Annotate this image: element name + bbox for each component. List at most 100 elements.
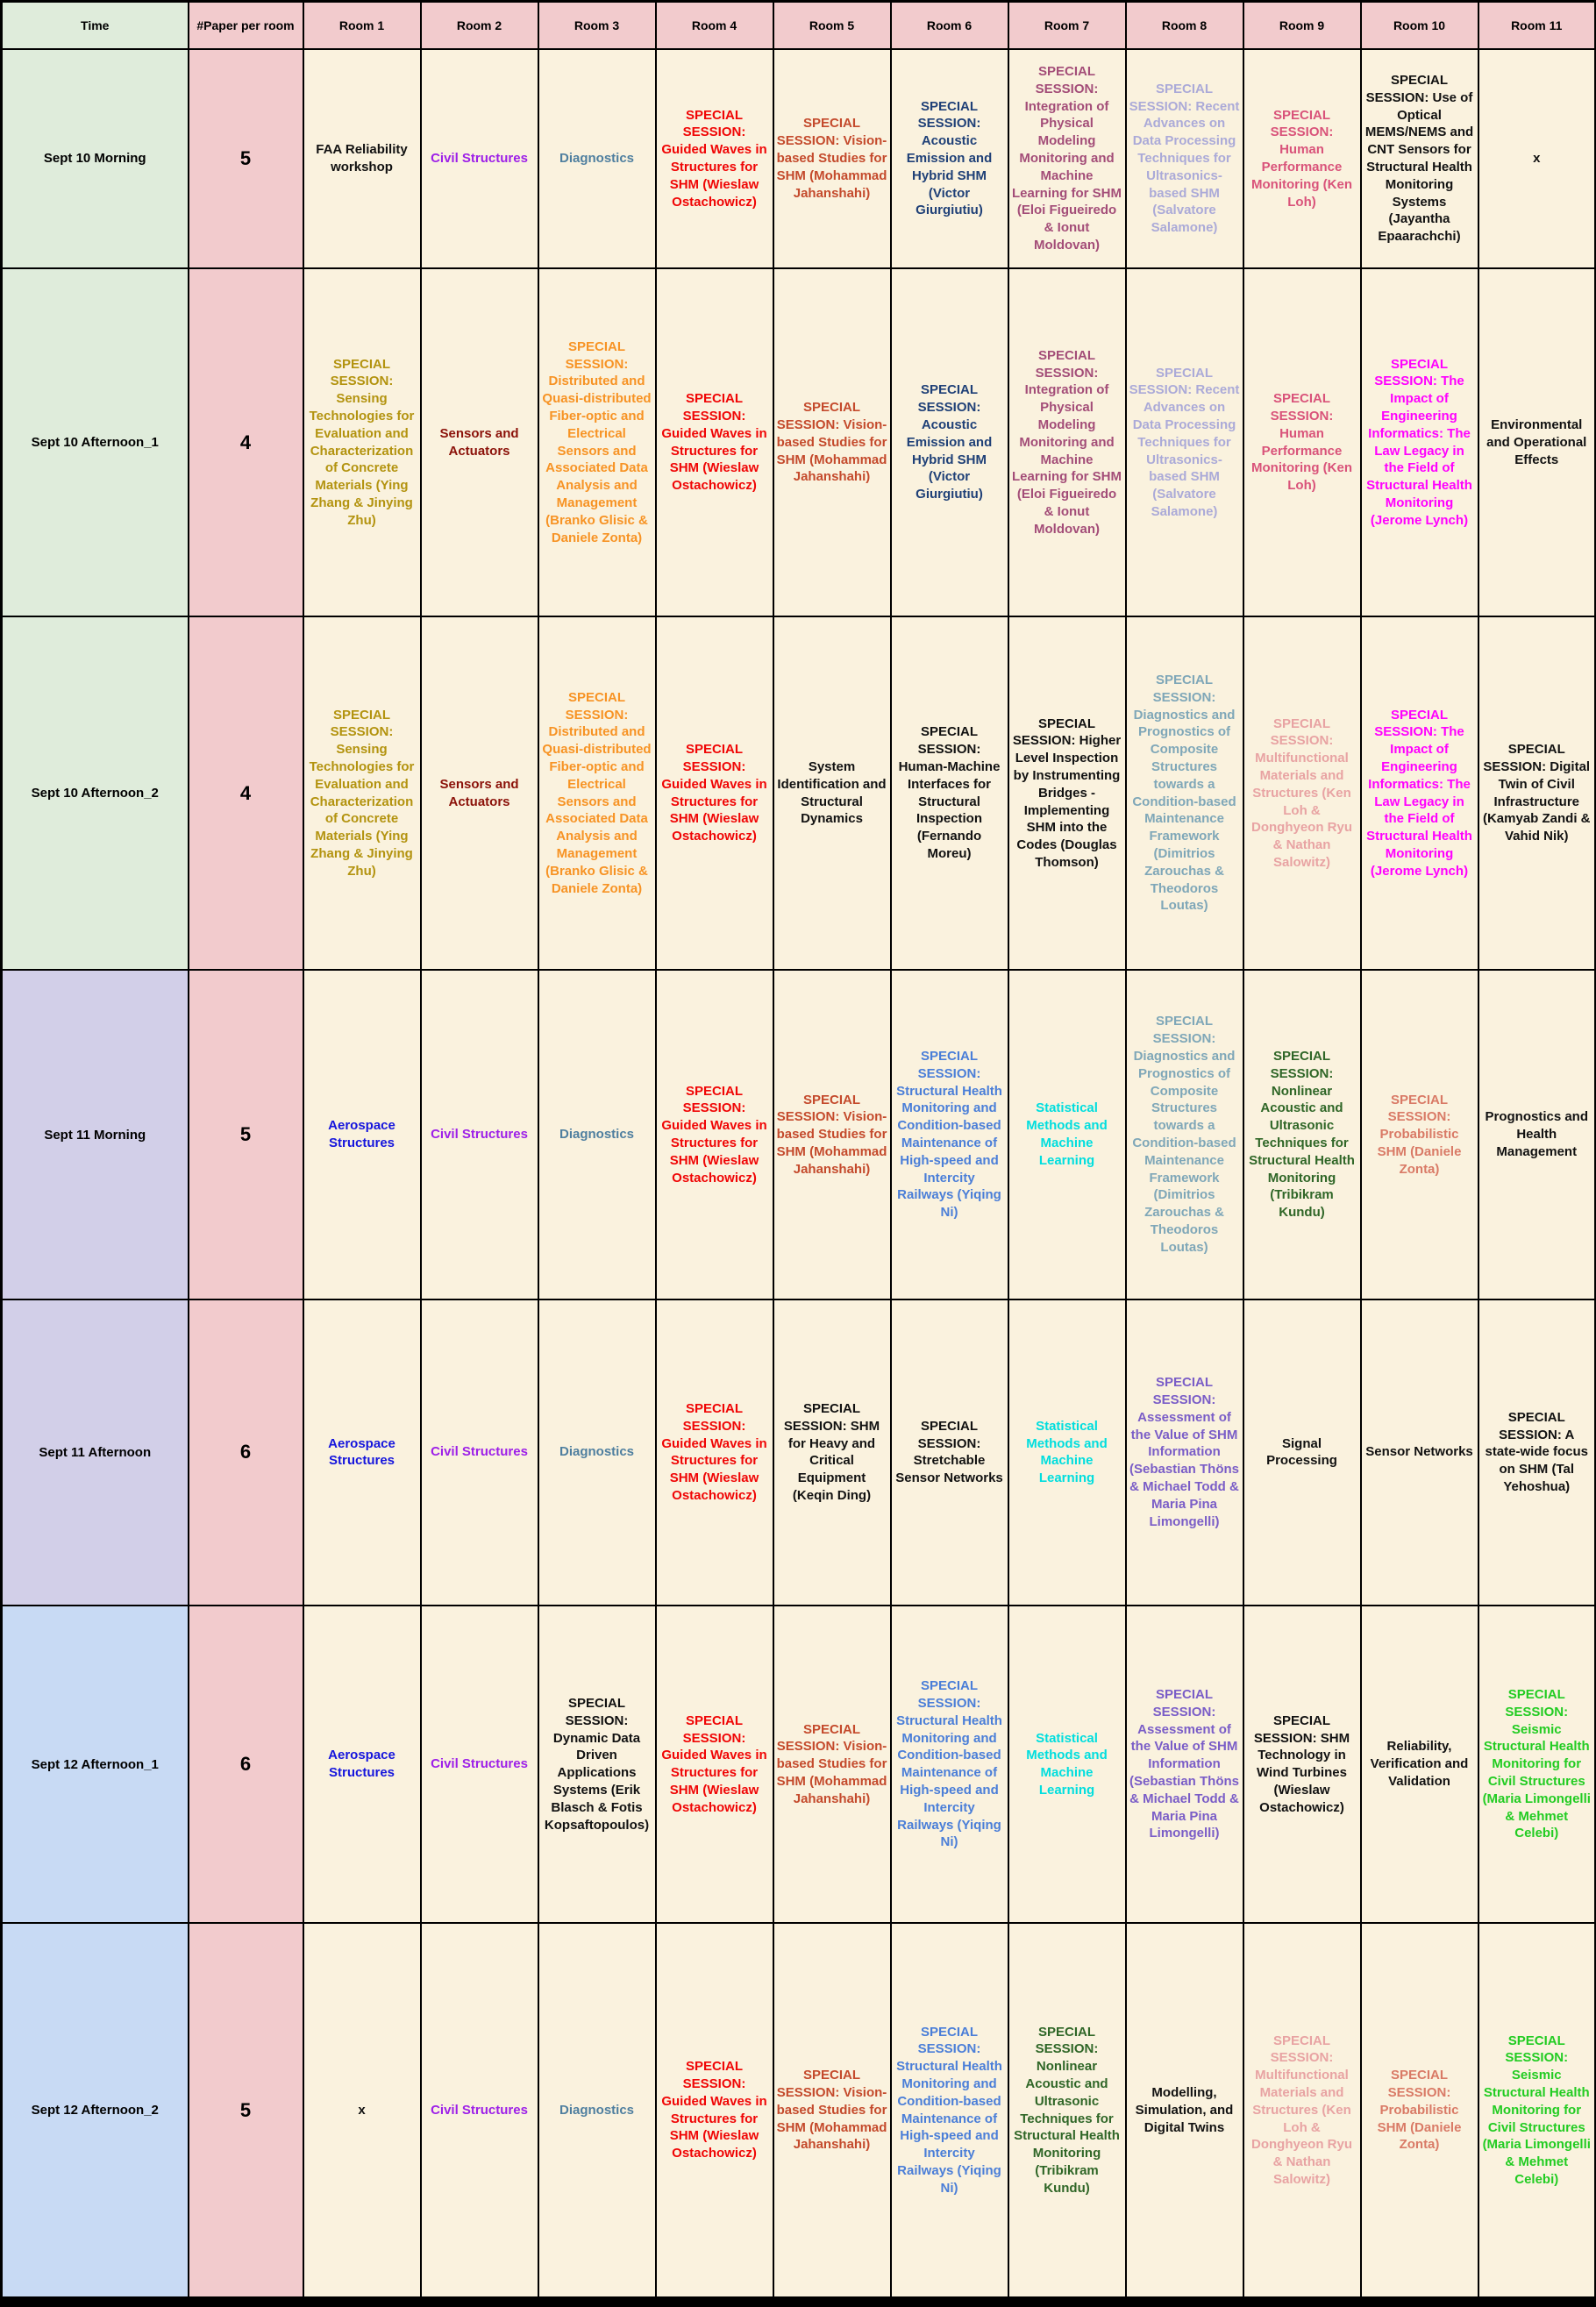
- session-cell: SPECIAL SESSION: Human-Machine Interface…: [889, 615, 1009, 972]
- session-cell: Sensors and Actuators: [419, 615, 539, 972]
- time-slot-cell: Sept 12 Afternoon_1: [0, 1605, 189, 1925]
- session-cell: SPECIAL SESSION: Multifunctional Materia…: [1242, 1922, 1362, 2303]
- session-cell: SPECIAL SESSION: The Impact of Engineeri…: [1359, 615, 1479, 972]
- session-cell: SPECIAL SESSION: Distributed and Quasi-d…: [537, 267, 657, 617]
- session-cell: Civil Structures: [419, 1298, 539, 1607]
- schedule-row: Sept 10 Morning 5 FAA Reliability workshop…: [0, 47, 1596, 270]
- session-cell: Sensor Networks: [1359, 1298, 1479, 1607]
- time-slot-cell: Sept 11 Afternoon: [0, 1298, 189, 1607]
- room-header-cell: Room 7: [1007, 0, 1127, 50]
- session-cell: Signal Processing: [1242, 1298, 1362, 1607]
- schedule-header: Time #Paper per room Room 1 Room 2 Room 3 Roo…: [0, 0, 1596, 50]
- time-slot-cell: Sept 10 Afternoon_2: [0, 615, 189, 972]
- session-cell: FAA Reliability workshop: [302, 47, 422, 270]
- session-cell: SPECIAL SESSION: Human Performance Monit…: [1242, 267, 1362, 617]
- schedule-row: Sept 12 Afternoon_1 6 Aerospace Structures…: [0, 1605, 1596, 1925]
- session-cell: SPECIAL SESSION: Vision-based Studies fo…: [772, 1605, 892, 1925]
- session-cell: Reliability, Verification and Validation: [1359, 1605, 1479, 1925]
- paper-count-cell: 4: [187, 615, 304, 972]
- session-cell: SPECIAL SESSION: Nonlinear Acoustic and …: [1242, 969, 1362, 1300]
- schedule-body: Sept 10 Morning 5 FAA Reliability workshop…: [0, 47, 1596, 2303]
- session-cell: SPECIAL SESSION: The Impact of Engineeri…: [1359, 267, 1479, 617]
- session-cell: Civil Structures: [419, 1922, 539, 2303]
- session-cell: SPECIAL SESSION: Seismic Structural Heal…: [1477, 1922, 1596, 2303]
- session-cell: SPECIAL SESSION: Dynamic Data Driven App…: [537, 1605, 657, 1925]
- session-cell: Environmental and Operational Effects: [1477, 267, 1596, 617]
- session-cell: SPECIAL SESSION: Nonlinear Acoustic and …: [1007, 1922, 1127, 2303]
- session-cell: SPECIAL SESSION: Assessment of the Value…: [1124, 1605, 1244, 1925]
- room-header-cell: Room 2: [419, 0, 539, 50]
- paper-per-room-header-cell: #Paper per room: [187, 0, 304, 50]
- session-cell: SPECIAL SESSION: Guided Waves in Structu…: [654, 1605, 774, 1925]
- session-cell: SPECIAL SESSION: A state-wide focus on S…: [1477, 1298, 1596, 1607]
- session-cell: x: [302, 1922, 422, 2303]
- session-cell: Diagnostics: [537, 1922, 657, 2303]
- session-cell: SPECIAL SESSION: Integration of Physical…: [1007, 267, 1127, 617]
- room-header-cell: Room 4: [654, 0, 774, 50]
- session-cell: SPECIAL SESSION: Acoustic Emission and H…: [889, 47, 1009, 270]
- session-cell: Civil Structures: [419, 1605, 539, 1925]
- time-slot-cell: Sept 10 Afternoon_1: [0, 267, 189, 617]
- session-cell: SPECIAL SESSION: Vision-based Studies fo…: [772, 47, 892, 270]
- session-cell: SPECIAL SESSION: Recent Advances on Data…: [1124, 267, 1244, 617]
- session-cell: SPECIAL SESSION: Sensing Technologies fo…: [302, 267, 422, 617]
- session-cell: SPECIAL SESSION: Structural Health Monit…: [889, 969, 1009, 1300]
- schedule-row: Sept 10 Afternoon_2 4 SPECIAL SESSION: Sen…: [0, 615, 1596, 972]
- session-cell: SPECIAL SESSION: Vision-based Studies fo…: [772, 267, 892, 617]
- session-cell: Statistical Methods and Machine Learning: [1007, 1298, 1127, 1607]
- session-cell: SPECIAL SESSION: Guided Waves in Structu…: [654, 1298, 774, 1607]
- session-cell: SPECIAL SESSION: Guided Waves in Structu…: [654, 615, 774, 972]
- session-cell: SPECIAL SESSION: Probabilistic SHM (Dani…: [1359, 969, 1479, 1300]
- session-cell: SPECIAL SESSION: SHM for Heavy and Criti…: [772, 1298, 892, 1607]
- session-cell: Statistical Methods and Machine Learning: [1007, 969, 1127, 1300]
- session-cell: SPECIAL SESSION: Guided Waves in Structu…: [654, 47, 774, 270]
- session-cell: SPECIAL SESSION: Acoustic Emission and H…: [889, 267, 1009, 617]
- session-cell: SPECIAL SESSION: Higher Level Inspection…: [1007, 615, 1127, 972]
- room-header-cell: Room 3: [537, 0, 657, 50]
- header-row: Time #Paper per room Room 1 Room 2 Room 3 Roo…: [0, 0, 1596, 50]
- room-header-cell: Room 10: [1359, 0, 1479, 50]
- room-header-cell: Room 11: [1477, 0, 1596, 50]
- room-header-cell: Room 9: [1242, 0, 1362, 50]
- room-header-cell: Room 5: [772, 0, 892, 50]
- session-cell: SPECIAL SESSION: Guided Waves in Structu…: [654, 969, 774, 1300]
- session-cell: x: [1477, 47, 1596, 270]
- session-cell: SPECIAL SESSION: Structural Health Monit…: [889, 1922, 1009, 2303]
- paper-count-cell: 5: [187, 1922, 304, 2303]
- session-cell: SPECIAL SESSION: Vision-based Studies fo…: [772, 1922, 892, 2303]
- session-cell: Modelling, Simulation, and Digital Twins: [1124, 1922, 1244, 2303]
- session-cell: Statistical Methods and Machine Learning: [1007, 1605, 1127, 1925]
- session-cell: Aerospace Structures: [302, 1298, 422, 1607]
- session-cell: Diagnostics: [537, 47, 657, 270]
- session-cell: SPECIAL SESSION: Stretchable Sensor Netw…: [889, 1298, 1009, 1607]
- schedule-row: Sept 10 Afternoon_1 4 SPECIAL SESSION: Sen…: [0, 267, 1596, 617]
- session-cell: Diagnostics: [537, 1298, 657, 1607]
- session-cell: Civil Structures: [419, 47, 539, 270]
- schedule-row: Sept 11 Morning 5 Aerospace Structures Civi…: [0, 969, 1596, 1300]
- session-cell: Aerospace Structures: [302, 969, 422, 1300]
- paper-count-cell: 4: [187, 267, 304, 617]
- paper-count-cell: 5: [187, 47, 304, 270]
- session-cell: SPECIAL SESSION: Recent Advances on Data…: [1124, 47, 1244, 270]
- session-cell: SPECIAL SESSION: Distributed and Quasi-d…: [537, 615, 657, 972]
- time-header-cell: Time: [0, 0, 189, 50]
- schedule-row: Sept 11 Afternoon 6 Aerospace Structures Ci…: [0, 1298, 1596, 1607]
- session-cell: SPECIAL SESSION: Vision-based Studies fo…: [772, 969, 892, 1300]
- session-cell: SPECIAL SESSION: Structural Health Monit…: [889, 1605, 1009, 1925]
- schedule-row: Sept 12 Afternoon_2 5 x Civil Structures Dia…: [0, 1922, 1596, 2303]
- session-cell: Diagnostics: [537, 969, 657, 1300]
- session-cell: SPECIAL SESSION: Probabilistic SHM (Dani…: [1359, 1922, 1479, 2303]
- paper-count-cell: 6: [187, 1605, 304, 1925]
- session-cell: SPECIAL SESSION: Guided Waves in Structu…: [654, 267, 774, 617]
- session-cell: SPECIAL SESSION: Use of Optical MEMS/NEM…: [1359, 47, 1479, 270]
- session-cell: SPECIAL SESSION: Digital Twin of Civil I…: [1477, 615, 1596, 972]
- session-cell: Prognostics and Health Management: [1477, 969, 1596, 1300]
- room-header-cell: Room 1: [302, 0, 422, 50]
- session-cell: SPECIAL SESSION: Diagnostics and Prognos…: [1124, 969, 1244, 1300]
- session-cell: System Identification and Structural Dyn…: [772, 615, 892, 972]
- session-cell: SPECIAL SESSION: Assessment of the Value…: [1124, 1298, 1244, 1607]
- time-slot-cell: Sept 12 Afternoon_2: [0, 1922, 189, 2303]
- paper-count-cell: 5: [187, 969, 304, 1300]
